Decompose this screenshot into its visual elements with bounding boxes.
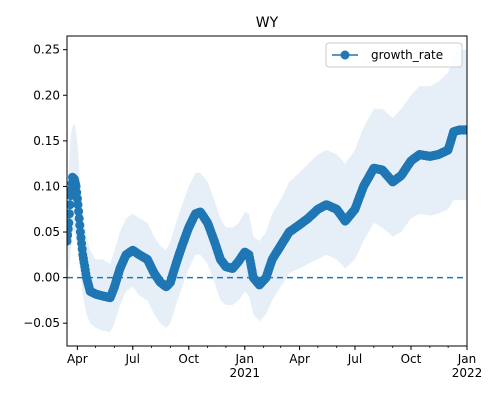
confidence-band bbox=[67, 49, 467, 333]
x-tick-label: Jul bbox=[125, 352, 140, 366]
x-tick-label: Jan bbox=[457, 352, 477, 366]
plot-area-frame bbox=[66, 35, 468, 347]
legend-marker-swatch bbox=[340, 50, 350, 60]
data-point bbox=[74, 213, 84, 223]
data-point bbox=[74, 207, 84, 216]
x-tick-label: Apr bbox=[67, 352, 88, 366]
x-tick-label: Oct bbox=[401, 352, 422, 366]
chart-title: WY bbox=[256, 15, 279, 31]
y-tick-label: −0.05 bbox=[23, 316, 60, 330]
legend-label: growth_rate bbox=[371, 48, 443, 62]
data-point bbox=[75, 220, 85, 230]
y-tick-label: 0.05 bbox=[33, 225, 60, 239]
y-tick-label: 0.10 bbox=[33, 179, 60, 193]
data-point bbox=[462, 125, 467, 135]
data-point bbox=[67, 209, 74, 219]
x-tick-label: Oct bbox=[178, 352, 199, 366]
x-tick-year-label: 2021 bbox=[230, 366, 261, 380]
y-tick-label: 0.00 bbox=[33, 271, 60, 285]
y-tick-label: 0.15 bbox=[33, 134, 60, 148]
legend-box bbox=[325, 42, 463, 68]
y-axis: −0.05 0.00 0.05 0.10 0.15 0.20 0.25 bbox=[23, 43, 67, 330]
x-tick-year-label: 2022 bbox=[452, 366, 483, 380]
x-tick-label: Apr bbox=[289, 352, 310, 366]
data-point bbox=[73, 200, 83, 210]
y-tick-label: 0.25 bbox=[33, 43, 60, 57]
legend: growth_rate bbox=[325, 42, 463, 68]
confidence-band-layer bbox=[67, 49, 467, 333]
x-tick-label: Jul bbox=[347, 352, 362, 366]
data-point bbox=[67, 200, 75, 210]
series-markers-layer bbox=[67, 125, 467, 303]
data-point bbox=[67, 218, 74, 228]
x-tick-label: Jan bbox=[235, 352, 255, 366]
y-tick-label: 0.20 bbox=[33, 88, 60, 102]
